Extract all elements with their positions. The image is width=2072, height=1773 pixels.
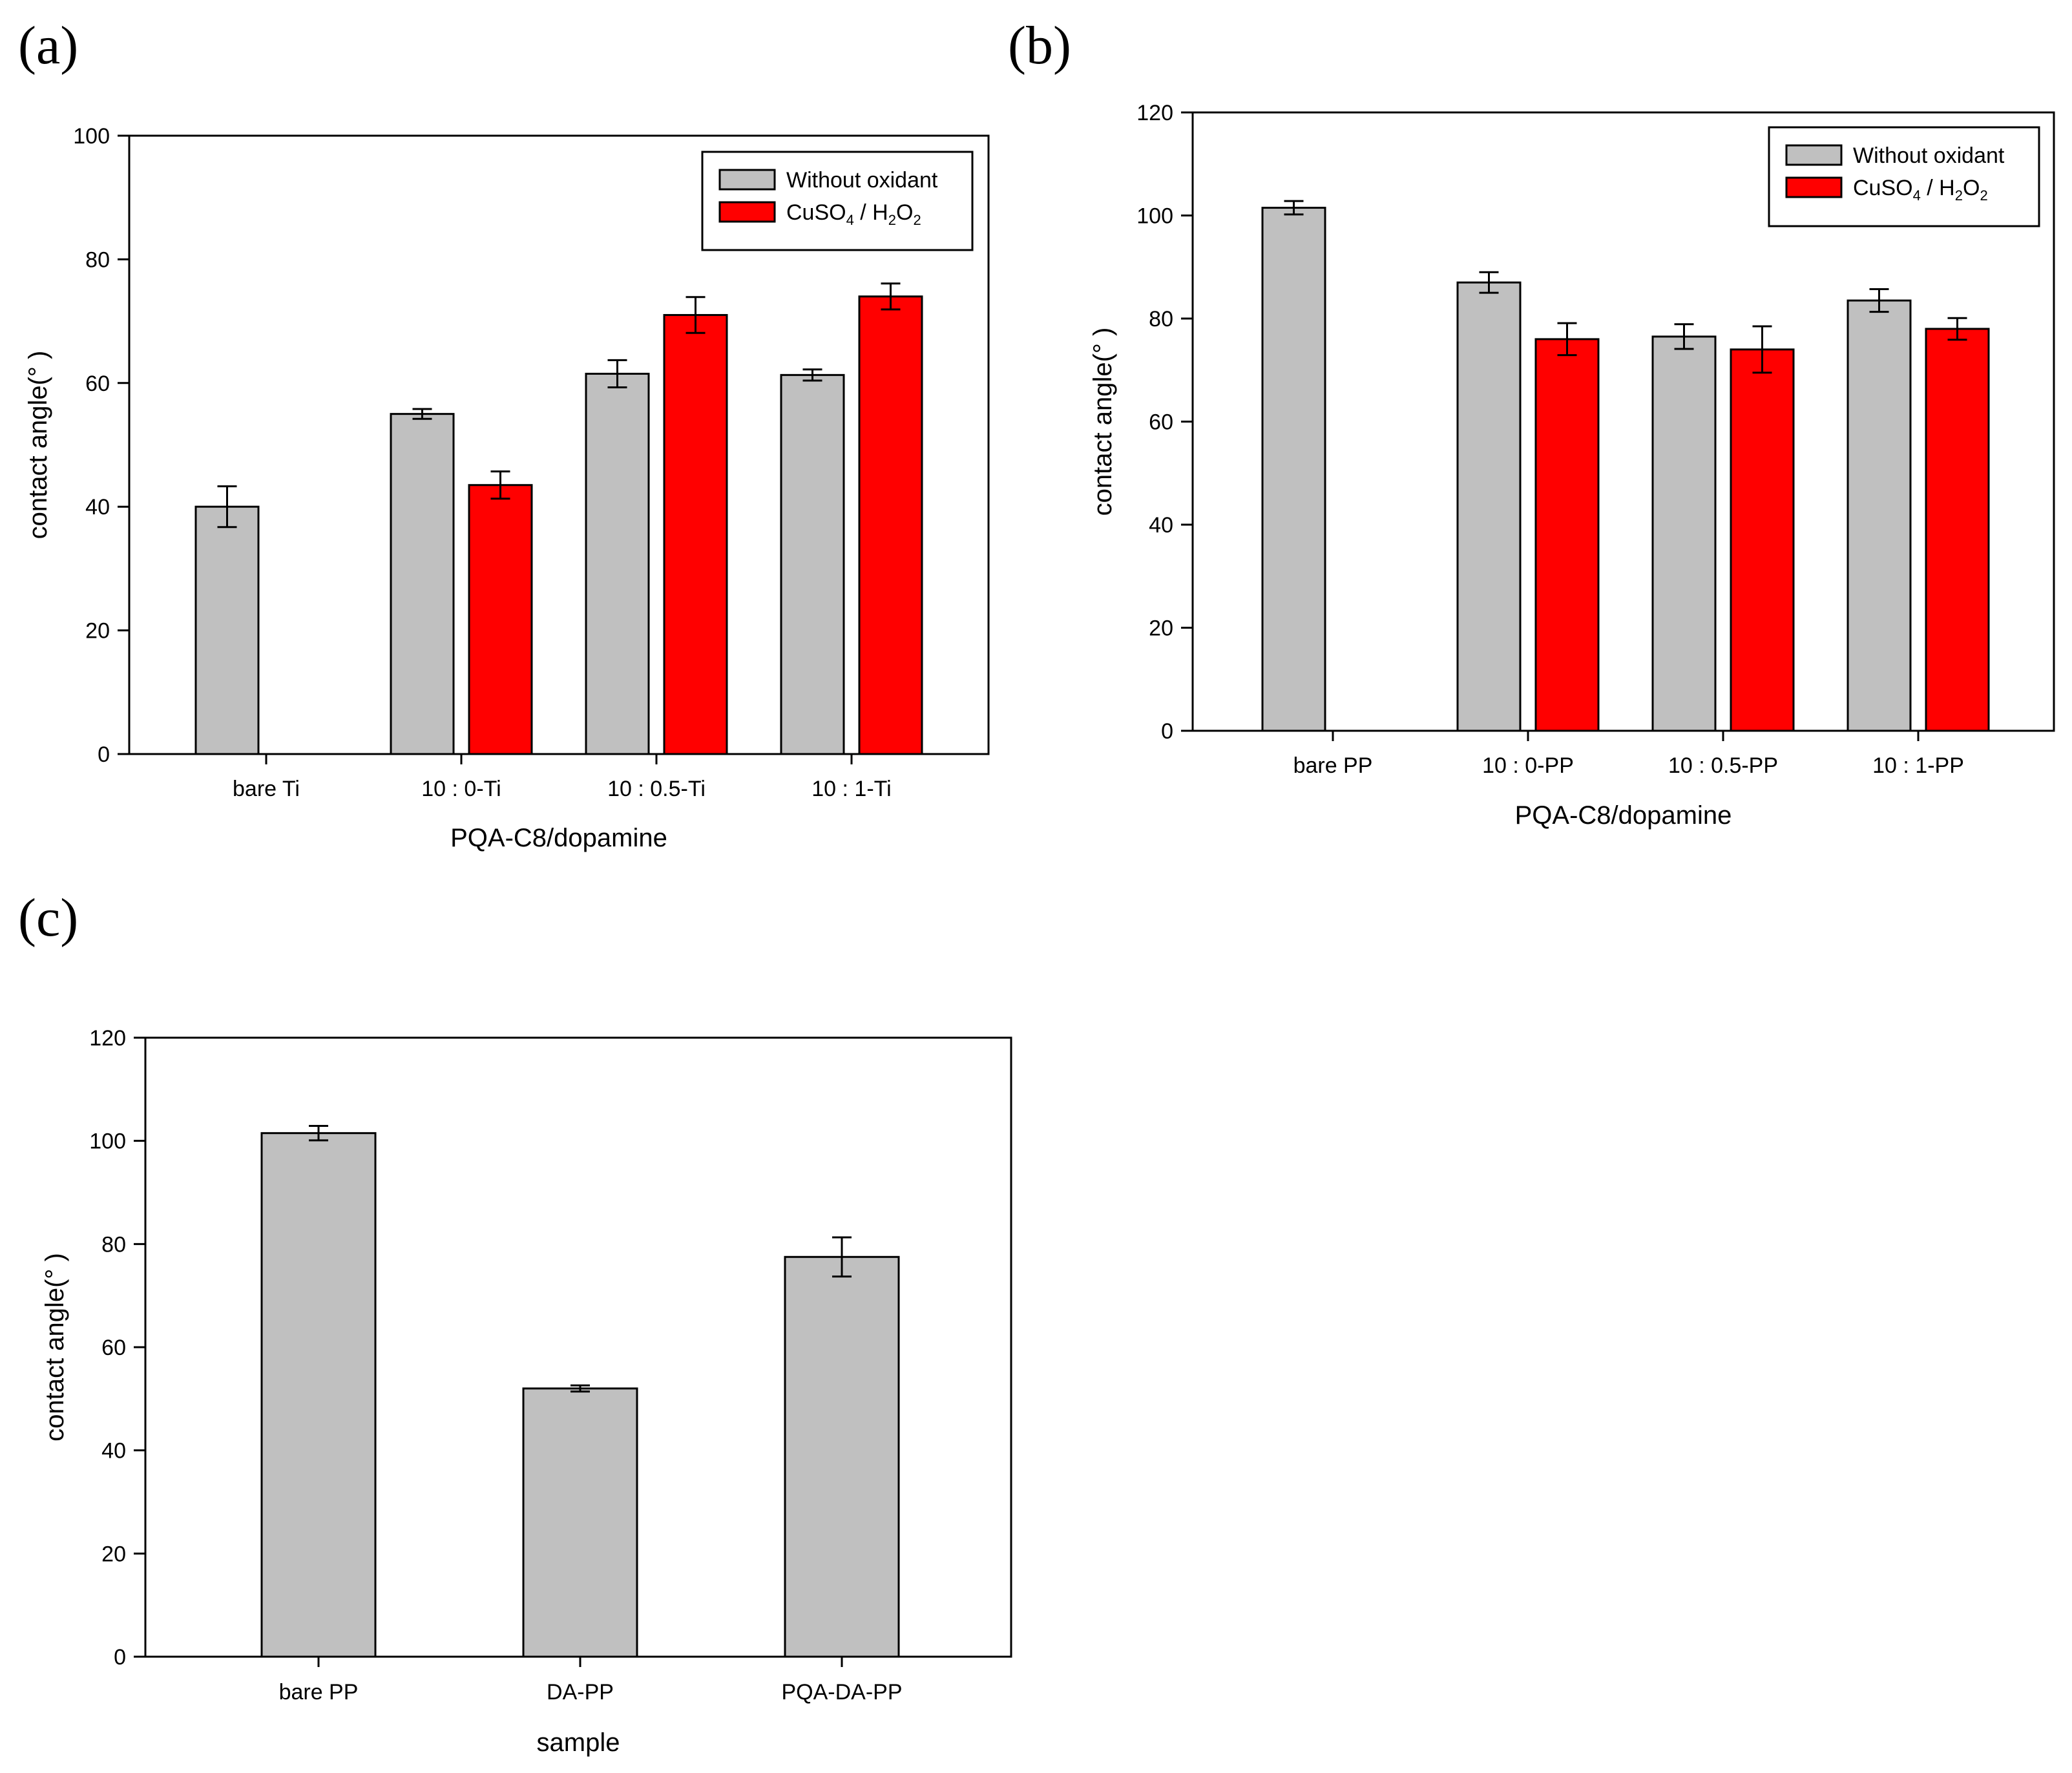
x-tick-label: 10 : 0-Ti (421, 777, 501, 801)
y-tick-label: 80 (85, 247, 110, 272)
x-tick-label: bare PP (279, 1680, 359, 1705)
y-axis-title: contact angle(° ) (1089, 328, 1117, 516)
legend: Without oxidant CuSO4​ / H2​O2​ (701, 151, 974, 251)
y-tick-label: 80 (101, 1232, 126, 1257)
x-tick-label: 10 : 0-PP (1482, 753, 1574, 778)
bar-series1 (1651, 335, 1717, 732)
y-tick-label: 60 (101, 1336, 126, 1360)
y-tick-label: 40 (101, 1439, 126, 1464)
bar-series2 (1925, 328, 1990, 732)
legend-swatch-series1 (1785, 144, 1843, 166)
y-tick-label: 120 (89, 1026, 126, 1051)
y-tick-label: 40 (85, 495, 110, 519)
y-tick-label: 100 (1136, 204, 1173, 229)
chart-panel-c: (c) 0 20 40 60 80 100 120 contact angle(° ) sampl… (18, 888, 1012, 1757)
y-tick-label: 100 (89, 1129, 126, 1154)
y-axis-title: contact angle(° ) (41, 1253, 69, 1442)
y-tick-label: 80 (1149, 307, 1173, 331)
legend: Without oxidant CuSO4​ / H2​O2​ (1768, 126, 2040, 227)
bar-series2 (1730, 348, 1795, 732)
bar-series1 (585, 372, 650, 755)
bar-series1 (780, 373, 845, 755)
x-tick-label: bare Ti (233, 777, 300, 801)
bar-series2 (1534, 338, 1600, 732)
x-axis-title: PQA-C8/dopamine (1515, 801, 1732, 830)
legend-entry-label: CuSO4​ / H2​O2​ (786, 200, 921, 228)
legend-entry-label: Without oxidant (786, 168, 938, 193)
y-tick-label: 40 (1149, 513, 1173, 538)
legend-entry-label: CuSO4​ / H2​O2​ (1853, 176, 1988, 204)
x-axis-title: PQA-C8/dopamine (450, 824, 667, 852)
legend-swatch-series2 (1785, 176, 1843, 198)
bar-series2 (468, 484, 533, 755)
y-tick-label: 0 (1161, 719, 1173, 744)
bar-series1 (1456, 281, 1522, 732)
panel-label: (a) (18, 16, 78, 76)
legend-box (701, 151, 974, 251)
chart-panel-b: (b) 0 20 40 60 80 100 120 contact angle(° ) PQA-C… (1008, 16, 2055, 830)
bar-series1 (522, 1387, 638, 1658)
panel-label: (b) (1008, 16, 1071, 76)
bar-series1 (784, 1255, 900, 1658)
chart-panel-a: (a) 0 20 40 60 80 100 contact angle(° ) PQA-C8/d… (18, 16, 990, 852)
y-tick-label: 20 (1149, 616, 1173, 641)
bar-series2 (858, 295, 923, 755)
x-tick-label: 10 : 1-PP (1872, 753, 1964, 778)
x-tick-label: DA-PP (547, 1680, 614, 1705)
y-tick-label: 120 (1136, 101, 1173, 125)
bar-series1 (1261, 207, 1326, 732)
bar-series1 (1847, 299, 1912, 732)
legend-swatch-series1 (718, 169, 776, 191)
panel-label: (c) (18, 888, 78, 948)
y-tick-label: 20 (85, 619, 110, 644)
y-tick-label: 0 (98, 742, 110, 767)
legend-entry-label: Without oxidant (1853, 143, 2005, 168)
x-tick-label: PQA-DA-PP (781, 1680, 902, 1705)
y-tick-label: 100 (73, 124, 110, 149)
y-tick-label: 20 (101, 1542, 126, 1566)
y-tick-label: 60 (85, 372, 110, 396)
bar-series1 (390, 413, 455, 755)
y-axis-title: contact angle(° ) (24, 351, 52, 540)
x-tick-label: bare PP (1293, 753, 1373, 778)
x-tick-label: 10 : 1-Ti (811, 777, 891, 801)
x-tick-label: 10 : 0.5-Ti (607, 777, 706, 801)
x-axis-title: sample (537, 1728, 620, 1757)
bar-series1 (260, 1132, 377, 1658)
plot-frame (128, 134, 990, 755)
bar-series2 (663, 314, 728, 755)
x-tick-label: 10 : 0.5-PP (1668, 753, 1778, 778)
bar-series1 (194, 505, 260, 755)
legend-swatch-series2 (718, 201, 776, 223)
y-tick-label: 60 (1149, 410, 1173, 435)
y-tick-label: 0 (114, 1645, 126, 1670)
